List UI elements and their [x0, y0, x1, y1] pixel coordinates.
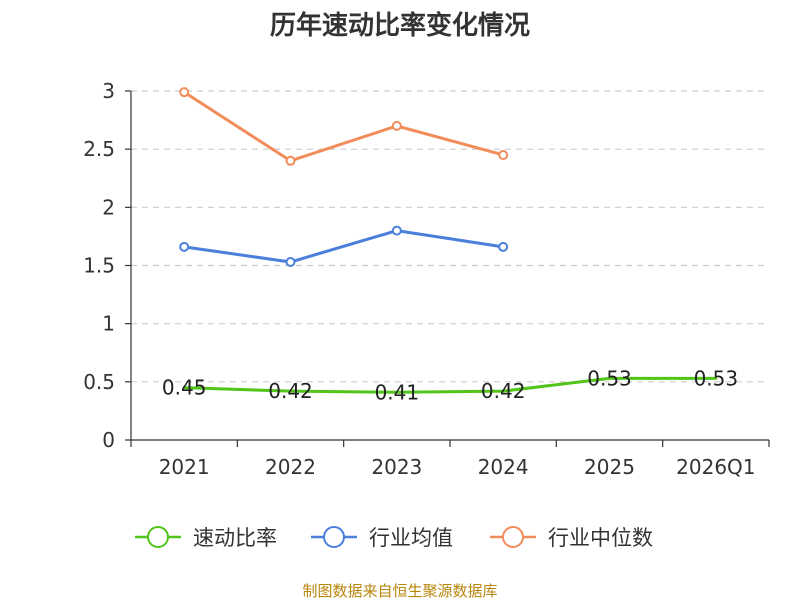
series-1-point-1	[285, 257, 296, 268]
axes: 0 0.5 1 1.5 2 2.5 3 2021 2022 2023 2024 2025 2026Q1	[83, 79, 770, 479]
legend-item-0[interactable]: 速动比率	[135, 526, 277, 550]
legend-marker-2	[502, 526, 524, 548]
chart-title: 历年速动比率变化情况	[270, 10, 530, 41]
y-tick-label-1: 0.5	[83, 370, 115, 394]
legend[interactable]: 速动比率 行业均值 行业中位数	[135, 526, 653, 550]
series-line-1	[182, 229, 505, 264]
x-tick-label-3: 2024	[478, 455, 529, 479]
data-source-note: 制图数据来自恒生聚源数据库	[302, 582, 497, 600]
x-tick-label-2: 2023	[371, 455, 422, 479]
series-2-point-3	[498, 149, 509, 160]
y-tick-label-3: 1.5	[83, 254, 115, 278]
x-tick-label-1: 2022	[265, 455, 316, 479]
series-line-2	[182, 90, 505, 163]
x-tick-label-0: 2021	[159, 455, 210, 479]
grid-lines	[131, 90, 769, 383]
series-1-point-0	[179, 241, 190, 252]
series-line-0	[182, 376, 718, 394]
series-2-point-0	[179, 87, 190, 98]
series-2-point-2	[391, 120, 402, 131]
series-0-data-label-2: 0.41	[375, 380, 420, 404]
series-1-point-3	[498, 241, 509, 252]
y-tick-label-5: 2.5	[83, 137, 115, 161]
legend-marker-1	[323, 526, 345, 548]
legend-label-0: 速动比率	[193, 526, 277, 550]
series-0-data-label-4: 0.53	[587, 366, 632, 390]
y-tick-label-2: 1	[102, 312, 115, 336]
series-0-data-label-5: 0.53	[694, 366, 739, 390]
y-tick-label-4: 2	[102, 195, 115, 219]
legend-label-1: 行业均值	[369, 526, 453, 550]
x-tick-label-5: 2026Q1	[676, 455, 755, 479]
legend-item-1[interactable]: 行业均值	[311, 526, 453, 550]
legend-item-2[interactable]: 行业中位数	[490, 526, 653, 550]
y-tick-label-0: 0	[102, 428, 115, 452]
legend-label-2: 行业中位数	[548, 526, 653, 550]
series-0-data-label-3: 0.42	[481, 379, 526, 403]
series-0-data-label-0: 0.45	[162, 376, 207, 400]
y-tick-label-6: 3	[102, 79, 115, 103]
series-group: 0.45 0.42 0.41 0.42 0.53 0.53	[162, 87, 739, 404]
series-2-point-1	[285, 155, 296, 166]
x-tick-label-4: 2025	[584, 455, 635, 479]
series-0-data-label-1: 0.42	[268, 379, 313, 403]
legend-marker-0	[147, 526, 169, 548]
series-1-point-2	[391, 225, 402, 236]
